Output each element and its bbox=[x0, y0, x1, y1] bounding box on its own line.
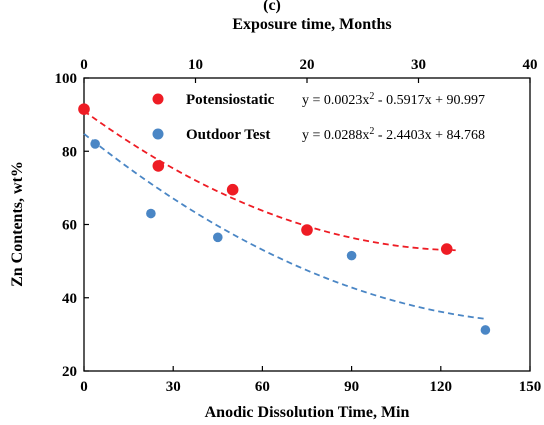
y-tick-label: 100 bbox=[55, 71, 78, 87]
top-x-tick-label: 40 bbox=[523, 57, 538, 73]
data-point-potensiostatic bbox=[440, 243, 453, 255]
data-point-outdoor-test bbox=[213, 232, 223, 243]
y-axis-title: Zn Contents, wt% bbox=[9, 161, 26, 287]
equation-outdoor-test: y = 0.0288x2 - 2.4403x + 84.768 bbox=[302, 126, 485, 144]
y-tick-label: 60 bbox=[62, 218, 77, 234]
equation-outdoor-test-sup: 2 bbox=[369, 126, 374, 137]
equation-potensiostatic: y = 0.0023x2 - 0.5917x + 90.997 bbox=[302, 91, 485, 109]
points-layer bbox=[78, 103, 491, 335]
data-point-outdoor-test bbox=[480, 325, 491, 335]
top-axis-title: Exposure time, Months bbox=[232, 16, 391, 33]
data-point-outdoor-test bbox=[346, 250, 357, 261]
data-point-outdoor-test bbox=[90, 139, 100, 149]
data-point-outdoor-test bbox=[146, 208, 156, 219]
top-x-tick-label: 30 bbox=[411, 57, 426, 73]
legend-label-potensiostatic: Potensiostatic bbox=[186, 92, 275, 108]
x-tick-label: 0 bbox=[80, 379, 88, 395]
legend-marker-outdoor-test bbox=[152, 128, 164, 140]
legend: Potensiostatic y = 0.0023x2 - 0.5917x + … bbox=[152, 91, 485, 144]
x-tick-label: 30 bbox=[166, 379, 181, 395]
data-point-potensiostatic bbox=[301, 224, 313, 236]
top-x-tick-label: 0 bbox=[80, 57, 88, 73]
trendline-potensiostatic bbox=[83, 110, 456, 252]
legend-marker-potensiostatic bbox=[152, 93, 164, 105]
data-point-potensiostatic bbox=[78, 103, 90, 115]
top-x-tick-label: 10 bbox=[188, 57, 203, 73]
trendline-layer bbox=[83, 110, 486, 320]
equation-potensiostatic-rest: - 0.5917x + 90.997 bbox=[374, 93, 485, 108]
equation-outdoor-test-rest: - 2.4403x + 84.768 bbox=[374, 128, 485, 143]
equation-potensiostatic-sup: 2 bbox=[369, 91, 374, 102]
x-tick-label: 60 bbox=[255, 379, 270, 395]
equation-outdoor-test-main: y = 0.0288x bbox=[302, 128, 369, 143]
y-tick-label: 80 bbox=[62, 144, 77, 160]
equation-potensiostatic-main: y = 0.0023x bbox=[302, 93, 369, 108]
y-tick-label: 40 bbox=[62, 291, 77, 307]
x-tick-label: 150 bbox=[519, 379, 542, 395]
x-axis-title: Anodic Dissolution Time, Min bbox=[205, 404, 410, 421]
data-point-potensiostatic bbox=[226, 183, 239, 196]
y-tick-label: 20 bbox=[62, 364, 77, 380]
panel-label: (c) bbox=[263, 0, 281, 14]
x-tick-label: 120 bbox=[430, 379, 453, 395]
x-tick-label: 90 bbox=[344, 379, 359, 395]
data-point-potensiostatic bbox=[152, 160, 165, 172]
trendline-outdoor-test bbox=[83, 133, 486, 320]
axes-layer: 0 30 60 90 120 150 0 10 20 30 40 20 40 60 80 100 bbox=[55, 57, 542, 395]
legend-label-outdoor-test: Outdoor Test bbox=[186, 127, 270, 143]
top-x-tick-label: 20 bbox=[300, 57, 315, 73]
